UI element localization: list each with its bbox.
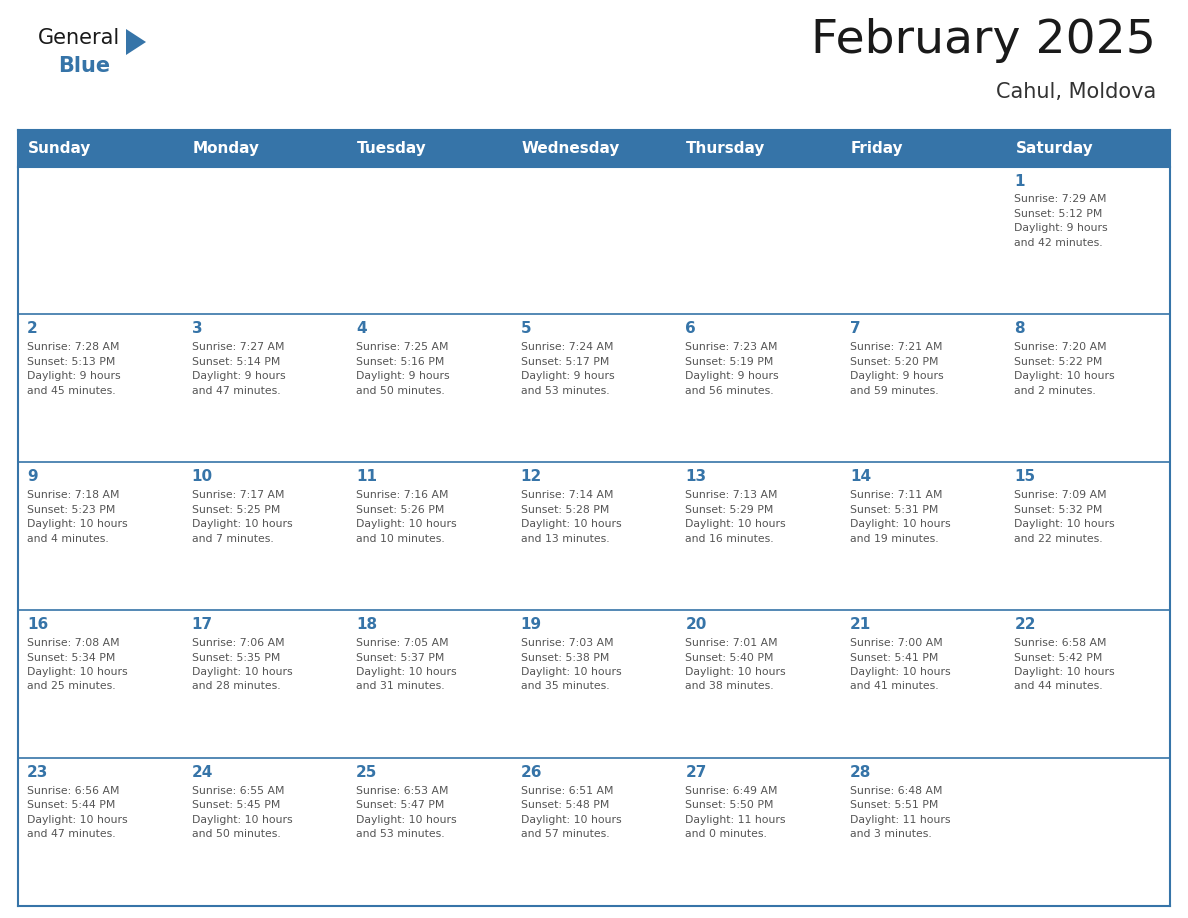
Text: 13: 13: [685, 469, 707, 485]
Text: 14: 14: [849, 469, 871, 485]
Text: Sunrise: 6:48 AM
Sunset: 5:51 PM
Daylight: 11 hours
and 3 minutes.: Sunrise: 6:48 AM Sunset: 5:51 PM Dayligh…: [849, 786, 950, 839]
Text: Sunrise: 7:01 AM
Sunset: 5:40 PM
Daylight: 10 hours
and 38 minutes.: Sunrise: 7:01 AM Sunset: 5:40 PM Dayligh…: [685, 638, 786, 691]
Text: 3: 3: [191, 321, 202, 336]
Text: Sunrise: 7:09 AM
Sunset: 5:32 PM
Daylight: 10 hours
and 22 minutes.: Sunrise: 7:09 AM Sunset: 5:32 PM Dayligh…: [1015, 490, 1116, 543]
Text: 27: 27: [685, 765, 707, 780]
Polygon shape: [126, 29, 146, 55]
Text: 5: 5: [520, 321, 531, 336]
Text: 20: 20: [685, 617, 707, 633]
Text: 28: 28: [849, 765, 871, 780]
Text: Sunrise: 6:49 AM
Sunset: 5:50 PM
Daylight: 11 hours
and 0 minutes.: Sunrise: 6:49 AM Sunset: 5:50 PM Dayligh…: [685, 786, 785, 839]
Text: 12: 12: [520, 469, 542, 485]
Text: 4: 4: [356, 321, 367, 336]
Text: 17: 17: [191, 617, 213, 633]
Text: Sunrise: 7:24 AM
Sunset: 5:17 PM
Daylight: 9 hours
and 53 minutes.: Sunrise: 7:24 AM Sunset: 5:17 PM Dayligh…: [520, 342, 614, 396]
Text: Sunrise: 7:14 AM
Sunset: 5:28 PM
Daylight: 10 hours
and 13 minutes.: Sunrise: 7:14 AM Sunset: 5:28 PM Dayligh…: [520, 490, 621, 543]
Text: Sunrise: 7:23 AM
Sunset: 5:19 PM
Daylight: 9 hours
and 56 minutes.: Sunrise: 7:23 AM Sunset: 5:19 PM Dayligh…: [685, 342, 779, 396]
Text: Tuesday: Tuesday: [358, 140, 426, 156]
Text: Sunrise: 7:17 AM
Sunset: 5:25 PM
Daylight: 10 hours
and 7 minutes.: Sunrise: 7:17 AM Sunset: 5:25 PM Dayligh…: [191, 490, 292, 543]
Text: Sunrise: 7:25 AM
Sunset: 5:16 PM
Daylight: 9 hours
and 50 minutes.: Sunrise: 7:25 AM Sunset: 5:16 PM Dayligh…: [356, 342, 450, 396]
Text: 26: 26: [520, 765, 542, 780]
Bar: [18, 130, 1170, 166]
Text: 11: 11: [356, 469, 377, 485]
Text: 21: 21: [849, 617, 871, 633]
Text: Sunrise: 7:05 AM
Sunset: 5:37 PM
Daylight: 10 hours
and 31 minutes.: Sunrise: 7:05 AM Sunset: 5:37 PM Dayligh…: [356, 638, 456, 691]
Text: 1: 1: [1015, 174, 1025, 188]
Text: 22: 22: [1015, 617, 1036, 633]
Text: Sunrise: 7:29 AM
Sunset: 5:12 PM
Daylight: 9 hours
and 42 minutes.: Sunrise: 7:29 AM Sunset: 5:12 PM Dayligh…: [1015, 195, 1108, 248]
Text: Sunrise: 7:18 AM
Sunset: 5:23 PM
Daylight: 10 hours
and 4 minutes.: Sunrise: 7:18 AM Sunset: 5:23 PM Dayligh…: [27, 490, 127, 543]
Text: 10: 10: [191, 469, 213, 485]
Text: Friday: Friday: [851, 140, 904, 156]
Text: 19: 19: [520, 617, 542, 633]
Text: 16: 16: [27, 617, 49, 633]
Text: 25: 25: [356, 765, 378, 780]
Text: Thursday: Thursday: [687, 140, 765, 156]
Text: Sunrise: 7:08 AM
Sunset: 5:34 PM
Daylight: 10 hours
and 25 minutes.: Sunrise: 7:08 AM Sunset: 5:34 PM Dayligh…: [27, 638, 127, 691]
Bar: [18, 610, 1170, 758]
Text: Sunrise: 7:20 AM
Sunset: 5:22 PM
Daylight: 10 hours
and 2 minutes.: Sunrise: 7:20 AM Sunset: 5:22 PM Dayligh…: [1015, 342, 1116, 396]
Bar: [18, 314, 1170, 463]
Text: Sunrise: 6:58 AM
Sunset: 5:42 PM
Daylight: 10 hours
and 44 minutes.: Sunrise: 6:58 AM Sunset: 5:42 PM Dayligh…: [1015, 638, 1116, 691]
Text: Sunrise: 6:55 AM
Sunset: 5:45 PM
Daylight: 10 hours
and 50 minutes.: Sunrise: 6:55 AM Sunset: 5:45 PM Dayligh…: [191, 786, 292, 839]
Text: Sunrise: 7:06 AM
Sunset: 5:35 PM
Daylight: 10 hours
and 28 minutes.: Sunrise: 7:06 AM Sunset: 5:35 PM Dayligh…: [191, 638, 292, 691]
Bar: [18, 166, 1170, 314]
Text: 8: 8: [1015, 321, 1025, 336]
Text: Saturday: Saturday: [1016, 140, 1093, 156]
Text: 24: 24: [191, 765, 213, 780]
Text: Sunrise: 6:53 AM
Sunset: 5:47 PM
Daylight: 10 hours
and 53 minutes.: Sunrise: 6:53 AM Sunset: 5:47 PM Dayligh…: [356, 786, 456, 839]
Text: Sunday: Sunday: [29, 140, 91, 156]
Text: Sunrise: 7:16 AM
Sunset: 5:26 PM
Daylight: 10 hours
and 10 minutes.: Sunrise: 7:16 AM Sunset: 5:26 PM Dayligh…: [356, 490, 456, 543]
Bar: [18, 758, 1170, 906]
Text: Sunrise: 7:03 AM
Sunset: 5:38 PM
Daylight: 10 hours
and 35 minutes.: Sunrise: 7:03 AM Sunset: 5:38 PM Dayligh…: [520, 638, 621, 691]
Text: Sunrise: 7:27 AM
Sunset: 5:14 PM
Daylight: 9 hours
and 47 minutes.: Sunrise: 7:27 AM Sunset: 5:14 PM Dayligh…: [191, 342, 285, 396]
Text: 7: 7: [849, 321, 860, 336]
Text: Sunrise: 7:13 AM
Sunset: 5:29 PM
Daylight: 10 hours
and 16 minutes.: Sunrise: 7:13 AM Sunset: 5:29 PM Dayligh…: [685, 490, 786, 543]
Text: General: General: [38, 28, 120, 48]
Bar: [18, 463, 1170, 610]
Text: 23: 23: [27, 765, 49, 780]
Text: 9: 9: [27, 469, 38, 485]
Text: 6: 6: [685, 321, 696, 336]
Text: Monday: Monday: [192, 140, 259, 156]
Text: Sunrise: 7:28 AM
Sunset: 5:13 PM
Daylight: 9 hours
and 45 minutes.: Sunrise: 7:28 AM Sunset: 5:13 PM Dayligh…: [27, 342, 121, 396]
Text: 15: 15: [1015, 469, 1036, 485]
Text: Blue: Blue: [58, 56, 110, 76]
Text: Sunrise: 6:51 AM
Sunset: 5:48 PM
Daylight: 10 hours
and 57 minutes.: Sunrise: 6:51 AM Sunset: 5:48 PM Dayligh…: [520, 786, 621, 839]
Text: 18: 18: [356, 617, 378, 633]
Text: Sunrise: 6:56 AM
Sunset: 5:44 PM
Daylight: 10 hours
and 47 minutes.: Sunrise: 6:56 AM Sunset: 5:44 PM Dayligh…: [27, 786, 127, 839]
Text: Sunrise: 7:11 AM
Sunset: 5:31 PM
Daylight: 10 hours
and 19 minutes.: Sunrise: 7:11 AM Sunset: 5:31 PM Dayligh…: [849, 490, 950, 543]
Text: Sunrise: 7:00 AM
Sunset: 5:41 PM
Daylight: 10 hours
and 41 minutes.: Sunrise: 7:00 AM Sunset: 5:41 PM Dayligh…: [849, 638, 950, 691]
Text: 2: 2: [27, 321, 38, 336]
Text: Sunrise: 7:21 AM
Sunset: 5:20 PM
Daylight: 9 hours
and 59 minutes.: Sunrise: 7:21 AM Sunset: 5:20 PM Dayligh…: [849, 342, 943, 396]
Text: Cahul, Moldova: Cahul, Moldova: [996, 82, 1156, 102]
Text: Wednesday: Wednesday: [522, 140, 620, 156]
Text: February 2025: February 2025: [811, 18, 1156, 63]
